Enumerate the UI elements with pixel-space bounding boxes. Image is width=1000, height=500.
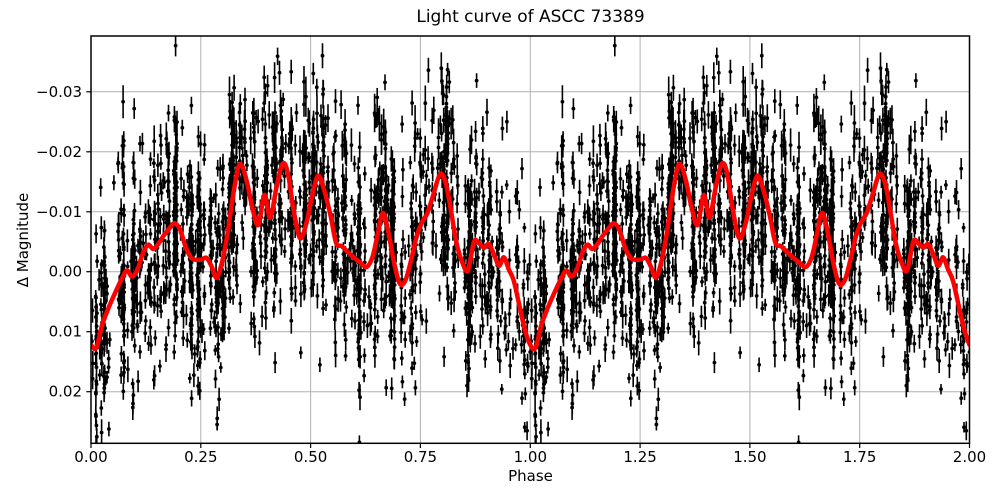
x-tick-label: 0.00 (74, 448, 107, 466)
y-tick-label: 0.00 (49, 263, 82, 281)
chart-title: Light curve of ASCC 73389 (416, 7, 645, 27)
x-tick-label: 1.75 (843, 448, 876, 466)
x-tick-label: 0.25 (184, 448, 217, 466)
axis-ticks (86, 91, 971, 448)
y-tick-label: 0.01 (49, 323, 82, 341)
x-tick-label: 0.75 (404, 448, 437, 466)
y-axis-label: Δ Magnitude (14, 192, 32, 288)
x-axis-label: Phase (508, 467, 553, 485)
y-tick-label: 0.02 (49, 383, 82, 401)
x-tick-label: 0.50 (294, 448, 327, 466)
smoothed-curve (91, 160, 970, 352)
y-tick-label: −0.01 (36, 203, 82, 221)
x-tick-label: 2.00 (953, 448, 986, 466)
y-tick-label: −0.03 (36, 83, 82, 101)
x-tick-label: 1.00 (514, 448, 547, 466)
x-tick-label: 1.50 (733, 448, 766, 466)
y-tick-label: −0.02 (36, 143, 82, 161)
x-tick-label: 1.25 (623, 448, 656, 466)
